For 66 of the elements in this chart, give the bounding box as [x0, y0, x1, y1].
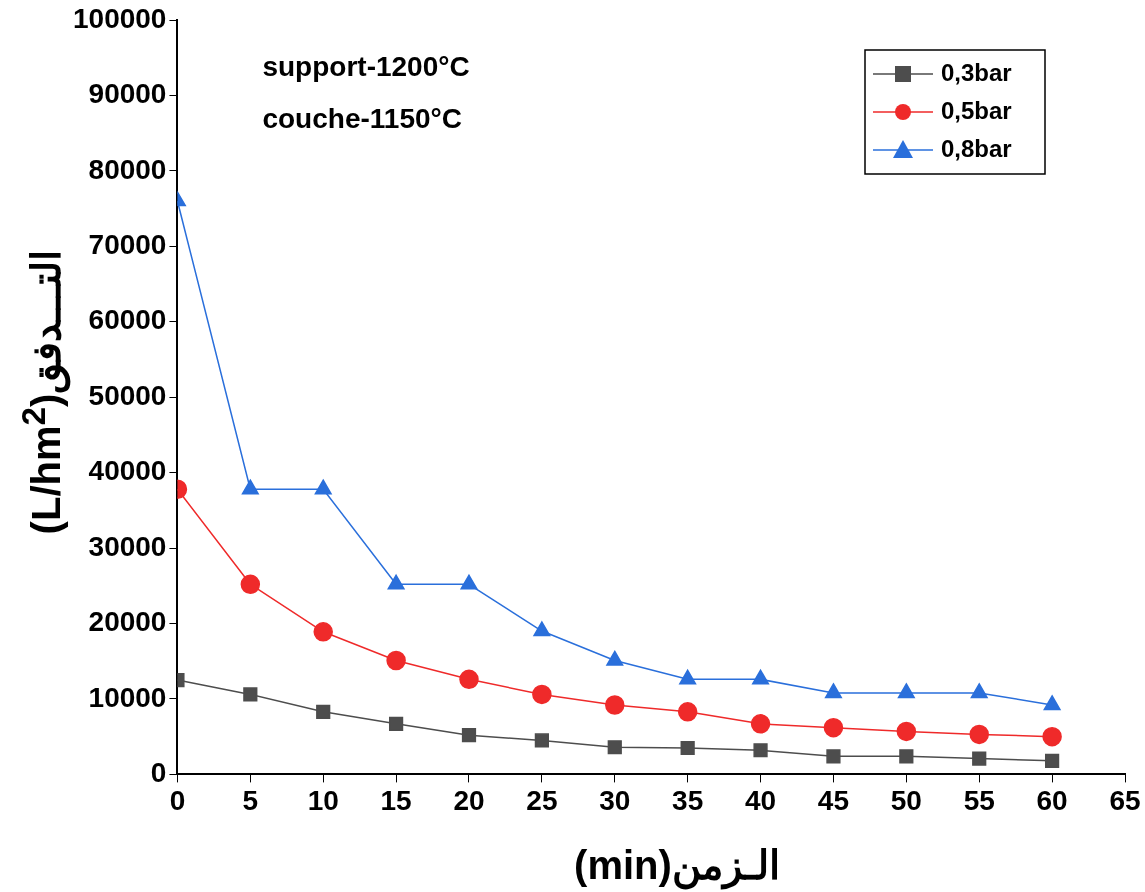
point — [606, 650, 624, 666]
x-tick-label: 40 — [744, 784, 777, 816]
point — [460, 574, 478, 590]
x-tick-label: 45 — [817, 784, 850, 816]
point — [240, 574, 261, 595]
legend-label: 0,3bar — [941, 58, 1012, 86]
point — [388, 716, 404, 731]
legend-label: 0,5bar — [941, 96, 1012, 124]
x-tick-label: 20 — [453, 784, 485, 816]
point — [605, 695, 625, 715]
point — [314, 479, 332, 495]
x-tick-label: 60 — [1036, 784, 1068, 816]
x-tick-label: 5 — [242, 784, 259, 816]
point — [1042, 726, 1062, 747]
x-tick-label: 35 — [672, 784, 704, 816]
point — [680, 740, 695, 756]
point — [969, 724, 989, 745]
y-tick-label: 20000 — [88, 606, 167, 638]
annotation: support-1200°C — [262, 50, 470, 82]
y-tick-label: 10000 — [88, 681, 167, 713]
point — [243, 687, 258, 702]
point — [823, 717, 844, 738]
y-tick-label: 50000 — [88, 379, 167, 411]
point — [970, 683, 988, 699]
point — [532, 684, 552, 705]
y-tick-label: 70000 — [88, 229, 167, 261]
point — [679, 669, 697, 685]
point — [824, 683, 842, 699]
point — [750, 714, 771, 734]
x-axis-title: (min)الـزمن — [573, 842, 781, 888]
y-tick-label: 40000 — [88, 455, 167, 487]
y-tick-label: 30000 — [88, 530, 167, 562]
legend-label: 0,8bar — [941, 134, 1012, 162]
point — [752, 669, 770, 685]
point — [387, 574, 405, 590]
x-tick-label: 15 — [380, 784, 412, 816]
point — [972, 751, 987, 766]
point — [241, 479, 259, 495]
point — [461, 728, 477, 743]
point — [316, 704, 331, 719]
x-tick-label: 65 — [1109, 784, 1141, 816]
point — [607, 740, 622, 755]
y-tick-label: 90000 — [88, 78, 167, 110]
x-tick-label: 30 — [599, 784, 631, 816]
y-tick-label: 60000 — [88, 304, 167, 336]
point — [897, 683, 915, 699]
annotation: couche-1150°C — [262, 102, 462, 134]
y-tick-label: 0 — [150, 757, 167, 789]
y-tick-label: 80000 — [88, 153, 167, 185]
x-tick-label: 50 — [890, 784, 922, 816]
point — [533, 621, 551, 637]
point — [826, 749, 841, 764]
y-tick-label: 100000 — [73, 2, 167, 34]
point — [1045, 753, 1060, 768]
point — [753, 743, 768, 758]
x-tick-label: 10 — [307, 784, 339, 816]
point — [459, 669, 479, 690]
point — [1043, 695, 1061, 711]
x-tick-label: 55 — [963, 784, 995, 816]
point — [534, 733, 549, 748]
point — [313, 622, 333, 642]
point — [386, 650, 406, 671]
x-tick-label: 25 — [526, 784, 558, 816]
point — [677, 702, 698, 722]
point — [899, 749, 914, 764]
point — [896, 721, 917, 742]
